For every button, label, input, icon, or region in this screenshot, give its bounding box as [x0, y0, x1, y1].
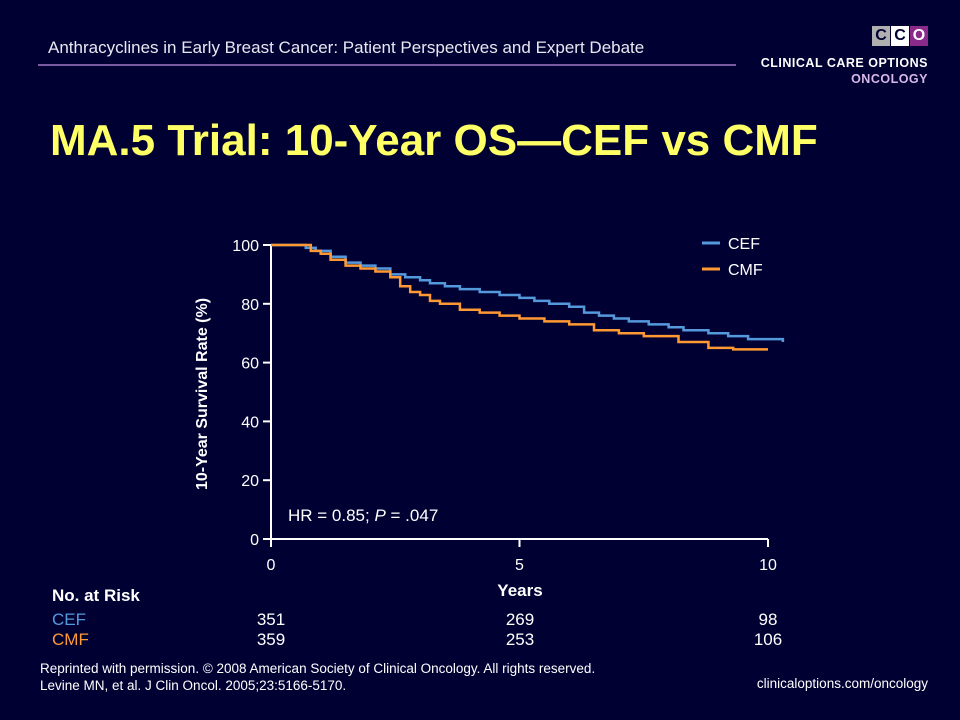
- risk-cmf-year-10: 106: [753, 630, 783, 649]
- risk-cmf-year-0: 359: [256, 630, 286, 649]
- y-axis-label: 10-Year Survival Rate (%): [194, 298, 211, 490]
- cco-logo: C C O: [872, 26, 928, 46]
- header-divider: [38, 64, 736, 66]
- brand-name: CLINICAL CARE OPTIONS: [760, 56, 928, 70]
- chart-series: [271, 243, 785, 351]
- x-tick-label: 5: [515, 557, 524, 574]
- chart-legend: CEF CMF: [702, 236, 763, 279]
- chart-axes: 0 20 40 60 80 100 0 5 10: [232, 238, 777, 574]
- risk-row-label-cmf: CMF: [52, 630, 89, 649]
- risk-table-heading: No. at Risk: [52, 586, 140, 605]
- logo-letter-o: O: [910, 26, 928, 46]
- footnote-citation: Levine MN, et al. J Clin Oncol. 2005;23:…: [40, 678, 347, 693]
- series-line-cef: [271, 243, 785, 342]
- y-tick-label: 20: [241, 473, 259, 490]
- slide-title: MA.5 Trial: 10-Year OS—CEF vs CMF: [50, 116, 818, 165]
- risk-cef-year-0: 351: [256, 610, 286, 629]
- hazard-ratio-annotation: HR = 0.85; P = .047: [288, 506, 438, 525]
- risk-cef-year-5: 269: [505, 610, 535, 629]
- series-line-cmf: [271, 243, 768, 351]
- logo-letter-c1: C: [872, 26, 890, 46]
- y-tick-label: 0: [250, 532, 259, 549]
- y-tick-label: 100: [232, 238, 259, 255]
- x-tick-label: 0: [267, 557, 276, 574]
- y-tick-label: 60: [241, 356, 259, 373]
- legend-label-cef: CEF: [728, 236, 760, 253]
- risk-row-label-cef: CEF: [52, 610, 86, 629]
- x-tick-label: 10: [759, 557, 777, 574]
- brand-subname: ONCOLOGY: [851, 72, 928, 86]
- risk-cmf-year-5: 253: [505, 630, 535, 649]
- legend-label-cmf: CMF: [728, 262, 763, 279]
- y-tick-label: 80: [241, 297, 259, 314]
- risk-cef-year-10: 98: [758, 610, 778, 629]
- presentation-subtitle: Anthracyclines in Early Breast Cancer: P…: [48, 38, 645, 57]
- x-axis-label: Years: [497, 581, 542, 600]
- site-url: clinicaloptions.com/oncology: [756, 676, 928, 691]
- copyright-footnote: Reprinted with permission. © 2008 Americ…: [40, 660, 595, 694]
- y-tick-label: 40: [241, 414, 259, 431]
- logo-letter-c2: C: [891, 26, 909, 46]
- footnote-permission: Reprinted with permission. © 2008 Americ…: [40, 661, 596, 676]
